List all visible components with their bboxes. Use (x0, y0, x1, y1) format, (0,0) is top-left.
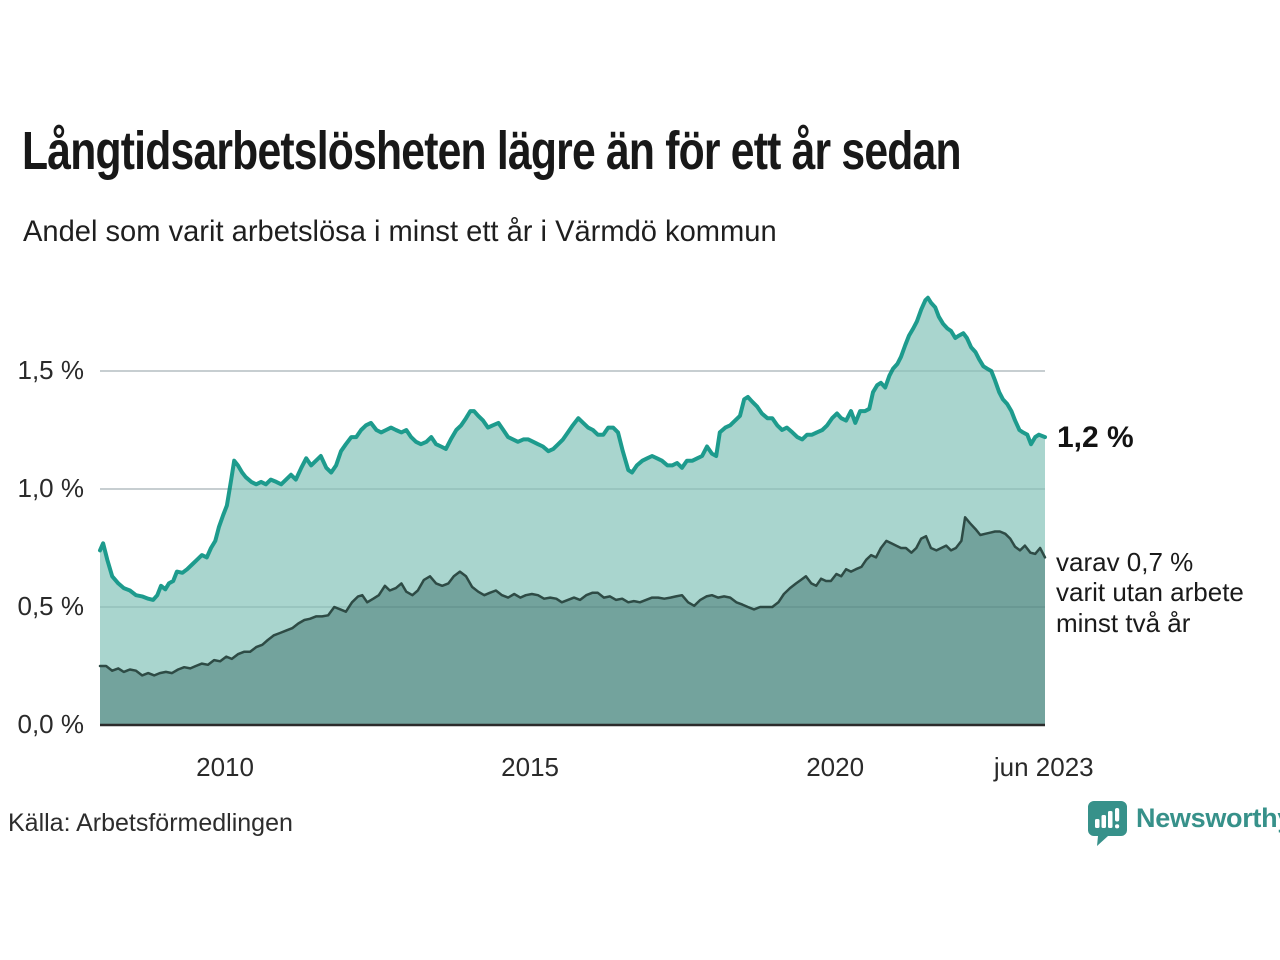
y-axis-tick-label: 1,0 % (17, 472, 85, 503)
speech-bubble-bar-chart-icon (1088, 801, 1127, 846)
brand-name: Newsworthy (1136, 803, 1280, 833)
series-end-value-label: 1,2 % (1057, 421, 1134, 454)
x-axis-tick-label: jun 2023 (993, 752, 1094, 782)
series-line-1 (98, 295, 1047, 602)
bar-medium (1101, 815, 1106, 828)
y-axis-tick-label: 0,0 % (17, 708, 85, 739)
source-attribution: Källa: Arbetsförmedlingen (8, 809, 293, 837)
bar-large (1108, 811, 1113, 828)
x-axis-tick-label: 2015 (501, 752, 560, 782)
brand-logo: Newsworthy (1086, 799, 1280, 847)
x-axis-tick-label: 2010 (196, 752, 254, 782)
y-axis-tick-label: 0,5 % (17, 590, 85, 621)
bubble-shape (1088, 801, 1127, 846)
y-axis-tick-label: 1,5 % (17, 354, 85, 385)
secondary-series-annotation: varav 0,7 % varit utan arbete minst två … (1056, 547, 1244, 638)
x-axis-tick-label: 2020 (806, 752, 865, 782)
series-area-2 (100, 517, 1045, 725)
exclamation-stem (1115, 808, 1120, 822)
page-title: Långtidsarbetslösheten lägre än för ett … (22, 121, 962, 181)
annotation-line: minst två år (1056, 607, 1191, 638)
page-subtitle: Andel som varit arbetslösa i minst ett å… (23, 215, 777, 248)
bar-small (1095, 819, 1100, 828)
exclamation-dot (1115, 824, 1120, 829)
series-line-2 (98, 516, 1047, 677)
annotation-line: varav 0,7 % (1056, 547, 1194, 577)
annotation-line: varit utan arbete (1056, 577, 1244, 608)
